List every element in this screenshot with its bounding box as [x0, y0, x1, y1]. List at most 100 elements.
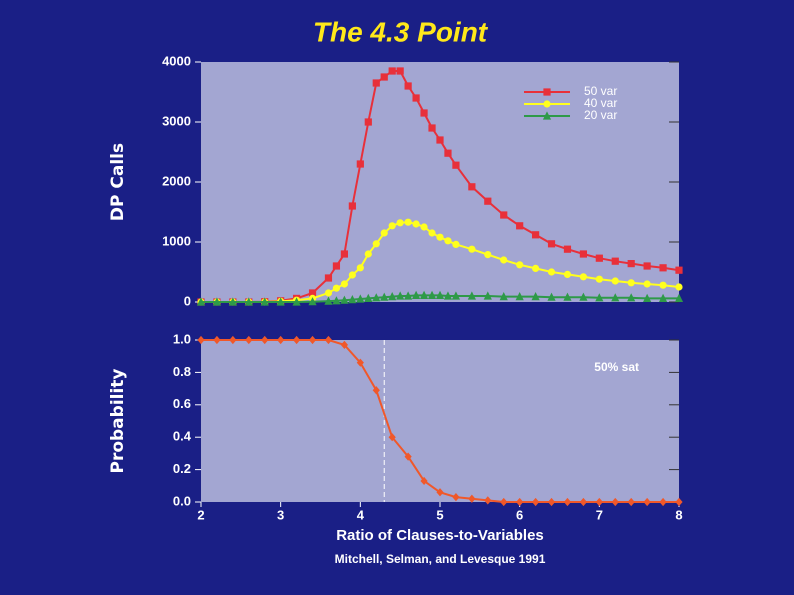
marker [419, 290, 429, 299]
marker [228, 297, 237, 306]
marker [420, 109, 428, 117]
marker [372, 293, 381, 302]
marker [542, 111, 552, 120]
marker [436, 488, 444, 497]
marker [396, 67, 404, 75]
x-tick-label: 4 [357, 507, 365, 522]
marker [412, 290, 421, 299]
y-axis-label: Probability [108, 368, 128, 473]
marker [229, 335, 237, 345]
marker [332, 262, 341, 270]
marker [277, 335, 285, 345]
marker [308, 297, 317, 306]
marker [356, 264, 364, 272]
marker [427, 290, 437, 299]
slide-title: The 4.3 Point [313, 16, 489, 47]
marker [532, 497, 540, 507]
marker [611, 293, 620, 302]
marker [348, 271, 356, 279]
marker [658, 293, 668, 302]
marker [595, 275, 603, 283]
marker [532, 264, 540, 272]
marker [324, 335, 333, 345]
marker [675, 266, 683, 274]
legend-label: 20 var [584, 108, 617, 122]
marker [659, 264, 667, 272]
marker [579, 250, 587, 258]
marker [420, 476, 428, 486]
y-tick-label: 2000 [162, 173, 191, 188]
marker [436, 233, 444, 241]
marker [213, 335, 221, 345]
marker [627, 279, 635, 287]
x-tick-label: 6 [516, 507, 523, 522]
marker [388, 433, 396, 442]
marker [212, 297, 222, 306]
marker [675, 497, 683, 507]
marker [516, 497, 524, 507]
marker [659, 497, 667, 507]
marker [452, 493, 460, 502]
y-tick-label: 0.2 [173, 461, 191, 476]
marker [483, 291, 492, 300]
y-tick-label: 0.6 [173, 396, 191, 411]
marker [444, 237, 452, 245]
marker [364, 250, 372, 258]
marker [543, 88, 551, 96]
marker [468, 183, 476, 191]
marker [428, 229, 436, 237]
marker [500, 211, 508, 219]
plot-area [201, 62, 679, 302]
marker [308, 289, 317, 297]
marker [595, 293, 604, 302]
marker [388, 292, 397, 301]
marker [292, 297, 301, 306]
marker [340, 295, 349, 304]
marker [404, 452, 412, 461]
marker [340, 280, 348, 288]
marker [388, 222, 396, 230]
y-tick-label: 0.4 [173, 429, 192, 444]
marker [467, 291, 476, 300]
marker [380, 229, 388, 237]
marker [324, 274, 333, 282]
y-tick-label: 0 [184, 293, 191, 308]
marker [532, 231, 540, 239]
marker [364, 293, 373, 302]
marker [420, 223, 428, 231]
x-tick-label: 3 [277, 507, 284, 522]
marker [643, 262, 651, 270]
marker [563, 270, 572, 278]
marker [412, 220, 420, 228]
marker [516, 261, 524, 269]
y-tick-label: 3000 [162, 113, 191, 128]
marker [643, 497, 651, 507]
marker [674, 293, 684, 302]
marker [364, 118, 372, 126]
legend-label: 40 var [584, 96, 617, 110]
marker [380, 73, 388, 81]
marker [563, 292, 572, 301]
citation: Mitchell, Selman, and Levesque 1991 [335, 552, 546, 566]
marker [276, 297, 285, 306]
marker [396, 219, 404, 227]
marker [380, 292, 389, 301]
marker [579, 292, 588, 301]
marker [196, 297, 206, 306]
x-axis-label: Ratio of Clauses-to-Variables [336, 527, 544, 544]
marker [451, 291, 461, 300]
marker [547, 497, 556, 507]
y-tick-label: 4000 [162, 53, 191, 68]
marker [348, 295, 357, 304]
y-tick-label: 1000 [162, 233, 191, 248]
marker [611, 277, 619, 285]
plot-area [201, 340, 679, 502]
marker [372, 240, 380, 248]
x-tick-label: 8 [675, 507, 682, 522]
marker [452, 240, 460, 248]
marker [579, 497, 587, 507]
marker [500, 256, 508, 264]
marker [356, 160, 364, 168]
marker [356, 358, 364, 367]
